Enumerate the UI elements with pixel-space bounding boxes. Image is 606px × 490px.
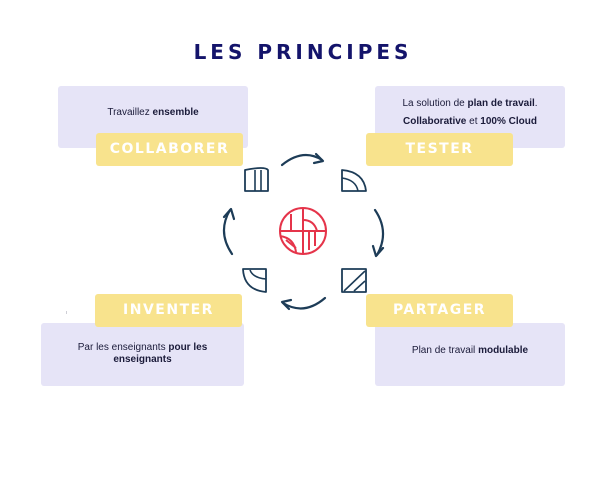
partager-card: Plan de travail modulable <box>375 323 565 386</box>
tester-line-2-plain: et <box>466 116 481 127</box>
tester-line-1-end: . <box>534 98 538 109</box>
partager-desc-bold: modulable <box>478 345 529 356</box>
tester-tag: TESTER <box>366 133 513 166</box>
inventer-line-2-bold: enseignants <box>113 354 172 365</box>
collaborer-desc-bold: ensemble <box>152 107 199 118</box>
partager-desc-plain: Plan de travail <box>411 345 479 356</box>
tester-line-2-bold-2: 100% Cloud <box>480 116 537 127</box>
quarter-tile-icon <box>341 169 367 192</box>
tester-line-1-bold: plan de travail <box>467 98 535 109</box>
quarter-tile-icon <box>244 167 269 192</box>
tester-line-1: La solution de plan de travail. <box>375 95 565 113</box>
cycle-arrow-icon <box>371 208 385 258</box>
cycle-arrow-icon <box>280 296 327 311</box>
collaborer-tag: COLLABORER <box>96 133 243 166</box>
inventer-line-2: enseignants <box>41 354 244 366</box>
partager-tag: PARTAGER <box>366 294 513 327</box>
quarter-tile-icon <box>341 268 367 293</box>
inventer-tag: INVENTER <box>95 294 242 327</box>
collaborer-desc-plain: Travaillez <box>107 107 153 118</box>
inventer-line-1-bold: pour les <box>168 342 208 353</box>
quarter-tile-icon <box>242 268 267 293</box>
tester-line-2-bold-1: Collaborative <box>403 116 467 127</box>
page-title: LES PRINCIPES <box>193 40 413 64</box>
cycle-arrow-icon <box>280 152 325 167</box>
inventer-line-1: Par les enseignants pour les <box>41 342 244 354</box>
center-logo-icon <box>279 207 327 255</box>
cycle-arrow-icon <box>222 207 236 256</box>
inventer-line-1-plain: Par les enseignants <box>77 342 169 353</box>
tester-line-1-plain: La solution de <box>402 98 468 109</box>
faint-mark <box>66 311 67 314</box>
inventer-card: Par les enseignants pour les enseignants <box>41 323 244 386</box>
tester-line-2: Collaborative et 100% Cloud <box>375 113 565 131</box>
